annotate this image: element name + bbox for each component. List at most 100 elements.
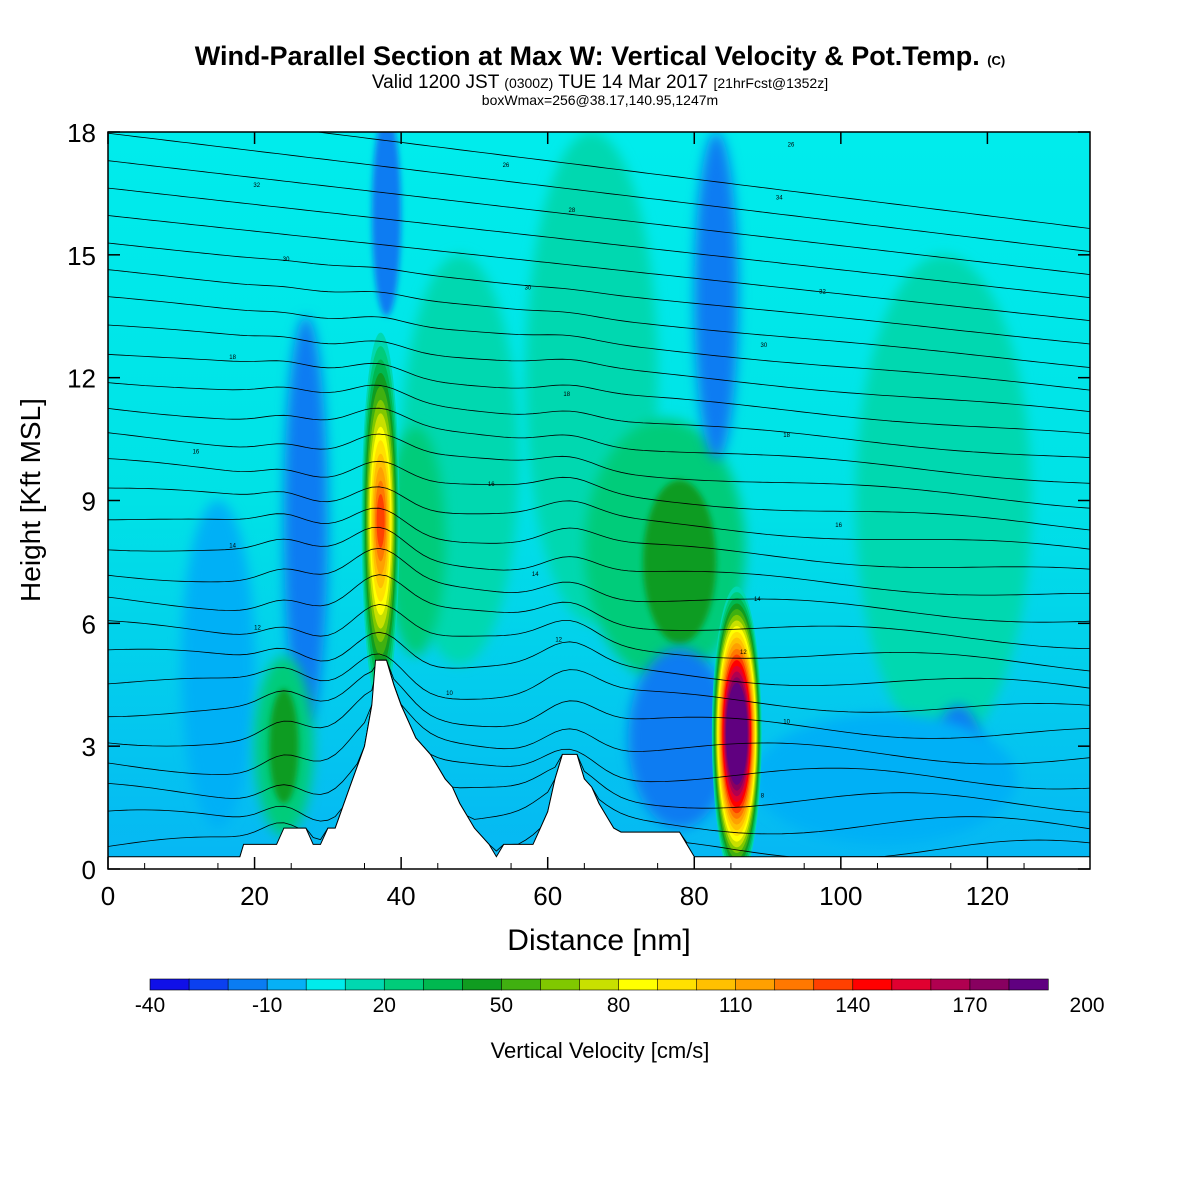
updraft-core-1 — [361, 332, 400, 710]
isentrope-label: 26 — [788, 142, 795, 148]
colorbar-tick-label: 80 — [607, 994, 630, 1017]
isentrope-line — [108, 631, 1090, 689]
isentrope-label: 12 — [254, 625, 261, 631]
colorbar-swatch — [852, 978, 893, 991]
colorbar-swatch — [383, 978, 424, 991]
y-tick-label: 0 — [82, 855, 96, 885]
isentrope-label: 12 — [555, 638, 562, 644]
isentrope-label: 14 — [754, 597, 761, 603]
colorbar-swatch — [501, 978, 542, 991]
colorbar-swatch — [696, 978, 737, 991]
x-tick-label: 0 — [101, 881, 115, 911]
x-tick-label: 80 — [680, 881, 709, 911]
core-contour — [726, 682, 748, 785]
isentrope-line — [108, 659, 1090, 813]
isentrope-line — [108, 604, 1090, 672]
colorbar-swatch — [774, 978, 815, 991]
core-contour — [376, 494, 385, 548]
isentrope-label: 18 — [229, 355, 236, 361]
isentrope-label: 30 — [525, 286, 532, 292]
isentrope-line — [108, 547, 1090, 623]
isentrope-label: 26 — [503, 163, 510, 169]
isentrope-line — [108, 324, 1090, 412]
isentrope-label: 12 — [740, 650, 747, 656]
colorbar-swatch — [344, 978, 385, 991]
isentrope-label: 28 — [569, 208, 576, 214]
colorbar-swatch — [735, 978, 776, 991]
x-tick-label: 40 — [387, 881, 416, 911]
isentrope-label: 8 — [761, 793, 765, 799]
isentrope-label: 14 — [532, 572, 539, 578]
y-axis-label: Height [Kft MSL] — [15, 398, 46, 602]
colorbar-swatch — [657, 978, 698, 991]
isentrope-line — [108, 407, 1090, 484]
colorbar-tick-label: -10 — [252, 994, 282, 1017]
isentrope-line — [108, 659, 1090, 765]
colorbar-swatch — [422, 978, 463, 991]
isentrope-line — [108, 353, 1090, 434]
isentrope-label: 18 — [783, 433, 790, 439]
isentrope-label: 30 — [761, 343, 768, 349]
weak-downdraft-east — [752, 713, 1017, 845]
x-tick-label: 20 — [240, 881, 269, 911]
colorbar-swatch — [813, 978, 854, 991]
colorbar-tick-label: 50 — [490, 994, 513, 1017]
colorbar-swatch — [149, 978, 190, 991]
isentrope-label: 14 — [229, 544, 236, 550]
colorbar-tick-label: 140 — [835, 994, 870, 1017]
colorbar-swatch — [930, 978, 971, 991]
colorbar-tick-label: 20 — [373, 994, 396, 1017]
isentrope-label: 30 — [283, 257, 290, 263]
isentrope-label: 18 — [563, 392, 570, 398]
weak-downdraft-west — [181, 500, 255, 829]
colorbar-swatch — [227, 978, 268, 991]
isentrope-line — [108, 507, 1090, 570]
isentrope-line — [108, 458, 1090, 531]
isentrope-line — [108, 526, 1090, 596]
updraft-core-2 — [711, 586, 762, 869]
colorbar-swatch — [462, 978, 502, 991]
colorbar: -40 -10 20 50 80 110 140 170 200 — [135, 978, 1105, 1017]
ascent-far-east — [855, 254, 1032, 747]
isentrope-line — [108, 659, 1090, 790]
x-tick-label: 100 — [819, 881, 862, 911]
x-tick-label: 120 — [966, 881, 1009, 911]
isentrope-line — [108, 659, 1090, 835]
y-tick-label: 12 — [67, 364, 96, 394]
isentrope-line — [108, 432, 1090, 509]
colorbar-swatch — [305, 978, 346, 991]
colorbar-tick-label: 110 — [719, 994, 752, 1017]
isentropes — [108, 132, 1090, 858]
y-tick-label: 18 — [67, 118, 96, 148]
isentrope-line — [108, 269, 1090, 368]
isentrope-label: 10 — [446, 691, 453, 697]
colorbar-tick-label: 200 — [1070, 994, 1105, 1017]
isentrope-label: 32 — [819, 290, 826, 296]
ascent-east-core — [642, 480, 717, 644]
colorbar-swatch — [579, 978, 620, 991]
chart-titles: Wind-Parallel Section at Max W: Vertical… — [0, 40, 1200, 107]
isentrope-line — [108, 574, 1090, 649]
isentrope-label: 10 — [783, 720, 790, 726]
isentrope-label: 32 — [253, 183, 260, 189]
ascent-mid — [386, 426, 446, 657]
isentrope-line — [108, 653, 1090, 713]
colorbar-swatch — [540, 978, 581, 991]
updraft-lee-core — [269, 688, 299, 804]
colorbar-swatch — [188, 978, 229, 991]
y-tick-label: 3 — [82, 732, 96, 762]
colorbar-swatch — [618, 978, 659, 991]
colorbar-label: Vertical Velocity [cm/s] — [491, 1038, 710, 1063]
isentrope-line — [108, 242, 1090, 345]
isentrope-label: 16 — [488, 482, 495, 488]
colorbar-swatch — [891, 978, 932, 991]
downdraft-top — [371, 132, 402, 317]
colorbar-swatch — [969, 978, 1010, 991]
chart-subtitle: Valid 1200 JST (0300Z) TUE 14 Mar 2017 [… — [371, 72, 829, 93]
downdraft-upper — [694, 132, 739, 460]
x-tick-label: 60 — [533, 881, 562, 911]
chart-title: Wind-Parallel Section at Max W: Vertical… — [194, 41, 1006, 71]
isentrope-labels: 32 30 18 16 14 12 10 26 28 30 18 16 14 12 26 34 32 30 18 16… — [193, 142, 843, 799]
terrain-profile — [107, 659, 1091, 870]
